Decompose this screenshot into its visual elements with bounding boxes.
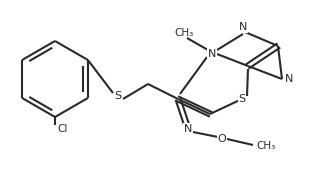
Text: Cl: Cl [57,124,67,134]
Text: O: O [218,134,226,144]
Text: S: S [114,91,122,101]
Text: N: N [285,74,293,84]
Text: N: N [208,49,216,59]
Text: CH₃: CH₃ [174,28,193,38]
Text: N: N [184,124,192,134]
Text: N: N [239,22,247,32]
Text: S: S [238,94,246,104]
Text: CH₃: CH₃ [256,141,275,151]
